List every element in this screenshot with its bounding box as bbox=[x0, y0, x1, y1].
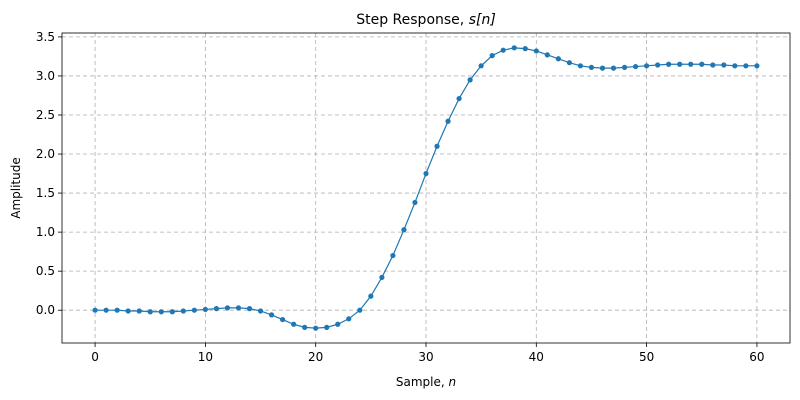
data-point bbox=[754, 63, 760, 69]
data-point bbox=[235, 305, 242, 311]
y-tick-label: 3.5 bbox=[36, 30, 55, 44]
data-point bbox=[478, 63, 484, 69]
data-point bbox=[655, 62, 661, 68]
data-point bbox=[246, 306, 253, 312]
chart-title: Step Response, s[n] bbox=[356, 12, 496, 28]
data-point bbox=[610, 65, 617, 71]
x-tick-label: 20 bbox=[308, 350, 323, 364]
data-point bbox=[644, 63, 650, 69]
plot-frame bbox=[61, 32, 791, 344]
data-point bbox=[588, 64, 595, 70]
x-tick-label: 40 bbox=[529, 350, 544, 364]
y-tick-label: 2.0 bbox=[36, 147, 55, 161]
data-point bbox=[423, 170, 429, 177]
data-point bbox=[224, 305, 231, 311]
data-point bbox=[92, 307, 98, 313]
data-point bbox=[302, 324, 308, 330]
y-axis-label: Amplitude bbox=[9, 157, 23, 219]
data-point bbox=[379, 274, 385, 281]
data-point bbox=[577, 63, 584, 69]
data-point bbox=[401, 227, 407, 233]
data-point bbox=[257, 308, 264, 314]
data-point bbox=[688, 61, 694, 67]
data-layer bbox=[92, 45, 760, 331]
data-point bbox=[489, 53, 495, 59]
data-point bbox=[699, 61, 705, 67]
data-point bbox=[291, 321, 297, 327]
data-point bbox=[456, 95, 462, 102]
x-tick-label: 60 bbox=[749, 350, 764, 364]
data-point bbox=[632, 63, 639, 70]
data-point bbox=[147, 309, 153, 315]
x-tick-label: 0 bbox=[91, 350, 99, 364]
data-point bbox=[522, 46, 528, 52]
data-point bbox=[125, 308, 131, 314]
y-tick-label: 0.0 bbox=[36, 303, 55, 317]
data-point bbox=[599, 65, 606, 71]
data-point bbox=[346, 316, 352, 322]
data-point bbox=[324, 324, 330, 330]
data-point bbox=[390, 252, 396, 259]
data-point bbox=[191, 307, 197, 313]
data-point bbox=[158, 309, 164, 315]
y-tick-label: 3.0 bbox=[36, 69, 55, 83]
y-tick-label: 2.5 bbox=[36, 108, 55, 122]
data-point bbox=[533, 48, 539, 54]
y-tick-label: 1.5 bbox=[36, 186, 55, 200]
data-point bbox=[313, 325, 319, 331]
y-tick-label: 0.5 bbox=[36, 264, 55, 278]
data-point bbox=[169, 309, 175, 315]
ticks-layer: 0 10 20 30 40 50 60 0.0 0.5 1.0 1.5 2.0 2.5 3.0 3.5 bbox=[36, 30, 765, 364]
data-point bbox=[136, 308, 142, 314]
data-point bbox=[621, 64, 628, 70]
data-point bbox=[280, 316, 286, 323]
x-tick-label: 30 bbox=[418, 350, 433, 364]
data-point bbox=[213, 306, 220, 312]
data-point bbox=[434, 143, 440, 149]
data-point bbox=[677, 61, 683, 67]
data-point bbox=[357, 307, 363, 313]
data-point bbox=[511, 45, 517, 51]
data-point bbox=[710, 62, 716, 68]
data-point bbox=[555, 56, 561, 62]
data-point bbox=[666, 61, 672, 67]
y-tick-label: 1.0 bbox=[36, 225, 55, 239]
grid-layer bbox=[62, 33, 790, 343]
data-point bbox=[202, 306, 208, 313]
data-point bbox=[500, 47, 506, 53]
data-point bbox=[180, 308, 186, 314]
data-point bbox=[566, 60, 572, 66]
data-point bbox=[114, 307, 120, 313]
x-tick-label: 10 bbox=[198, 350, 213, 364]
data-point bbox=[743, 63, 749, 69]
x-tick-label: 50 bbox=[639, 350, 654, 364]
x-axis-label: Sample, n bbox=[396, 375, 456, 389]
data-point bbox=[467, 77, 473, 83]
data-point bbox=[544, 52, 550, 58]
data-point bbox=[412, 199, 418, 206]
data-point bbox=[445, 118, 451, 124]
data-point bbox=[721, 62, 727, 68]
data-point bbox=[368, 293, 374, 299]
data-point bbox=[103, 307, 109, 313]
data-point bbox=[268, 312, 275, 318]
data-point bbox=[335, 321, 341, 327]
data-point bbox=[732, 63, 738, 69]
